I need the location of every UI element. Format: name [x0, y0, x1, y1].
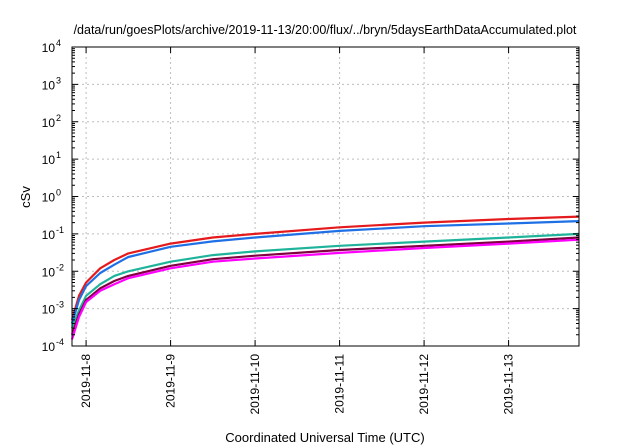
- y-tick-label: 10: [42, 228, 56, 242]
- y-tick-label: 10: [42, 303, 56, 317]
- y-tick-label: 10: [42, 265, 56, 279]
- x-tick-label: 2019-11-8: [79, 354, 93, 408]
- y-tick-label: 10: [42, 78, 56, 92]
- series-line: [70, 220, 580, 324]
- y-tick-label: 10: [42, 116, 56, 130]
- y-tick-exponent: 0: [56, 188, 61, 198]
- y-tick-exponent: -1: [56, 225, 64, 235]
- y-tick-exponent: -3: [56, 300, 64, 310]
- y-tick-exponent: 2: [56, 113, 61, 123]
- x-axis-label: Coordinated Universal Time (UTC): [225, 430, 424, 445]
- series-line: [70, 236, 580, 336]
- series-line: [70, 232, 580, 329]
- y-tick-exponent: 3: [56, 75, 61, 85]
- x-tick-label: 2019-11-11: [333, 354, 347, 414]
- x-tick-label: 2019-11-12: [417, 354, 431, 415]
- y-tick-exponent: -4: [56, 337, 64, 347]
- grid-lines: [72, 47, 579, 346]
- y-tick-label: 10: [42, 153, 56, 167]
- series-line: [70, 215, 580, 321]
- x-tick-label: 2019-11-10: [248, 354, 262, 415]
- x-tick-label: 2019-11-13: [502, 354, 516, 415]
- y-tick-label: 10: [42, 340, 56, 354]
- x-tick-label: 2019-11-9: [164, 354, 178, 408]
- series-lines: [70, 215, 580, 340]
- y-tick-exponent: 1: [56, 150, 61, 160]
- y-tick-label: 10: [42, 41, 56, 55]
- series-line: [70, 238, 580, 340]
- y-tick-label: 10: [42, 191, 56, 205]
- y-axis-label: cSv: [18, 186, 33, 208]
- y-tick-exponent: 4: [56, 38, 61, 48]
- y-tick-exponent: -2: [56, 262, 64, 272]
- chart-title: /data/run/goesPlots/archive/2019-11-13/2…: [74, 23, 577, 37]
